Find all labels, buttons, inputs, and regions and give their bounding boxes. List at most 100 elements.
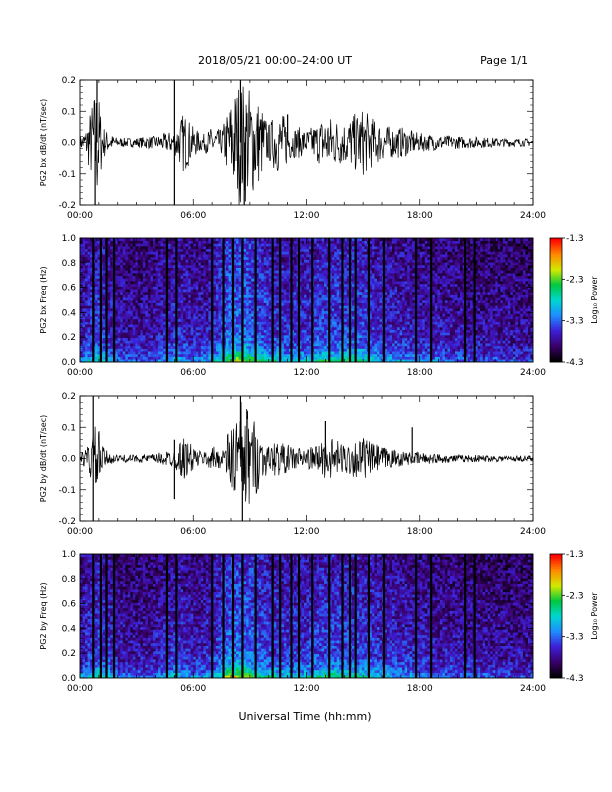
heatmap-cell [215, 256, 219, 260]
heatmap-cell [223, 262, 227, 266]
heatmap-cell [155, 281, 159, 285]
heatmap-cell [319, 343, 322, 347]
heatmap-cell [261, 316, 265, 320]
heatmap-cell [261, 251, 265, 255]
heatmap-cell [288, 356, 292, 360]
heatmap-cell [158, 332, 161, 336]
heatmap-cell [85, 335, 88, 339]
heatmap-cell [314, 275, 317, 279]
heatmap-cell [336, 332, 340, 336]
heatmap-cell [225, 286, 229, 290]
heatmap-cell [180, 313, 184, 317]
heatmap-cell [298, 262, 302, 266]
heatmap-cell [319, 300, 322, 303]
heatmap-cell [110, 246, 114, 250]
heatmap-cell [301, 308, 305, 312]
heatmap-cell [326, 262, 330, 266]
heatmap-cell [208, 359, 212, 362]
heatmap-cell [183, 348, 186, 352]
heatmap-cell [140, 321, 144, 325]
heatmap-cell [208, 262, 212, 266]
heatmap-cell [180, 240, 184, 244]
heatmap-cell [178, 329, 181, 333]
heatmap-cell [233, 359, 237, 362]
heatmap-cell [215, 300, 219, 303]
heatmap-cell [147, 305, 151, 309]
heatmap-cell [190, 345, 194, 349]
heatmap-cell [266, 340, 270, 344]
heatmap-cell [298, 289, 302, 293]
heatmap-cell [238, 345, 242, 349]
heatmap-cell [324, 294, 327, 298]
heatmap-cell [140, 240, 144, 244]
heatmap-cell [339, 286, 343, 290]
heatmap-cell [185, 348, 189, 352]
heatmap-cell [218, 264, 222, 268]
heatmap-cell [296, 291, 300, 295]
heatmap-cell [130, 356, 134, 360]
heatmap-cell [286, 318, 290, 322]
heatmap-cell [303, 254, 307, 258]
heatmap-cell [130, 326, 134, 330]
heatmap-cell [137, 340, 141, 344]
heatmap-cell [314, 326, 317, 330]
heatmap-cell [173, 353, 176, 357]
heatmap-cell [288, 273, 292, 277]
heatmap-cell [130, 310, 134, 314]
heatmap-cell [158, 321, 161, 325]
heatmap-cell [160, 348, 164, 352]
heatmap-cell [163, 326, 166, 330]
heatmap-cell [147, 321, 151, 325]
heatmap-cell [183, 316, 186, 320]
heatmap-cell [145, 297, 149, 301]
heatmap-cell [170, 318, 174, 322]
heatmap-cell [205, 340, 209, 344]
heatmap-cell [125, 351, 129, 355]
heatmap-cell [142, 337, 146, 341]
heatmap-cell [319, 326, 322, 330]
heatmap-cell [145, 246, 149, 250]
heatmap-cell [266, 289, 270, 293]
heatmap-cell [142, 246, 146, 250]
heatmap-cell [314, 289, 317, 293]
heatmap-cell [102, 310, 106, 314]
heatmap-cell [316, 254, 320, 258]
heatmap-cell [339, 356, 343, 360]
heatmap-cell [168, 345, 171, 349]
heatmap-cell [344, 321, 348, 325]
heatmap-cell [193, 251, 197, 255]
heatmap-cell [344, 313, 348, 317]
heatmap-cell [283, 356, 287, 360]
heatmap-cell [132, 332, 136, 336]
heatmap-cell [135, 324, 139, 328]
heatmap-cell [319, 243, 322, 247]
heatmap-cell [127, 324, 131, 328]
heatmap-cell [309, 294, 312, 298]
heatmap-cell [220, 251, 224, 255]
heatmap-cell [87, 326, 91, 330]
heatmap-cell [163, 273, 166, 277]
heatmap-cell [180, 278, 184, 282]
heatmap-cell [97, 275, 101, 279]
heatmap-cell [326, 340, 330, 344]
heatmap-cell [80, 300, 83, 303]
heatmap-cell [336, 264, 340, 268]
heatmap-cell [283, 291, 287, 295]
heatmap-cell [218, 248, 222, 252]
heatmap-cell [273, 318, 277, 322]
heatmap-cell [281, 248, 285, 252]
heatmap-cell [130, 294, 134, 298]
heatmap-cell [205, 259, 209, 263]
heatmap-cell [195, 248, 199, 252]
heatmap-cell [225, 359, 229, 362]
heatmap-cell [193, 243, 197, 247]
heatmap-cell [296, 273, 300, 277]
heatmap-cell [155, 348, 159, 352]
heatmap-cell [155, 324, 159, 328]
heatmap-cell [125, 345, 129, 349]
heatmap-cell [306, 324, 310, 328]
heatmap-cell [125, 335, 129, 339]
heatmap-cell [200, 240, 204, 244]
heatmap-cell [281, 270, 285, 274]
heatmap-cell [85, 340, 88, 344]
